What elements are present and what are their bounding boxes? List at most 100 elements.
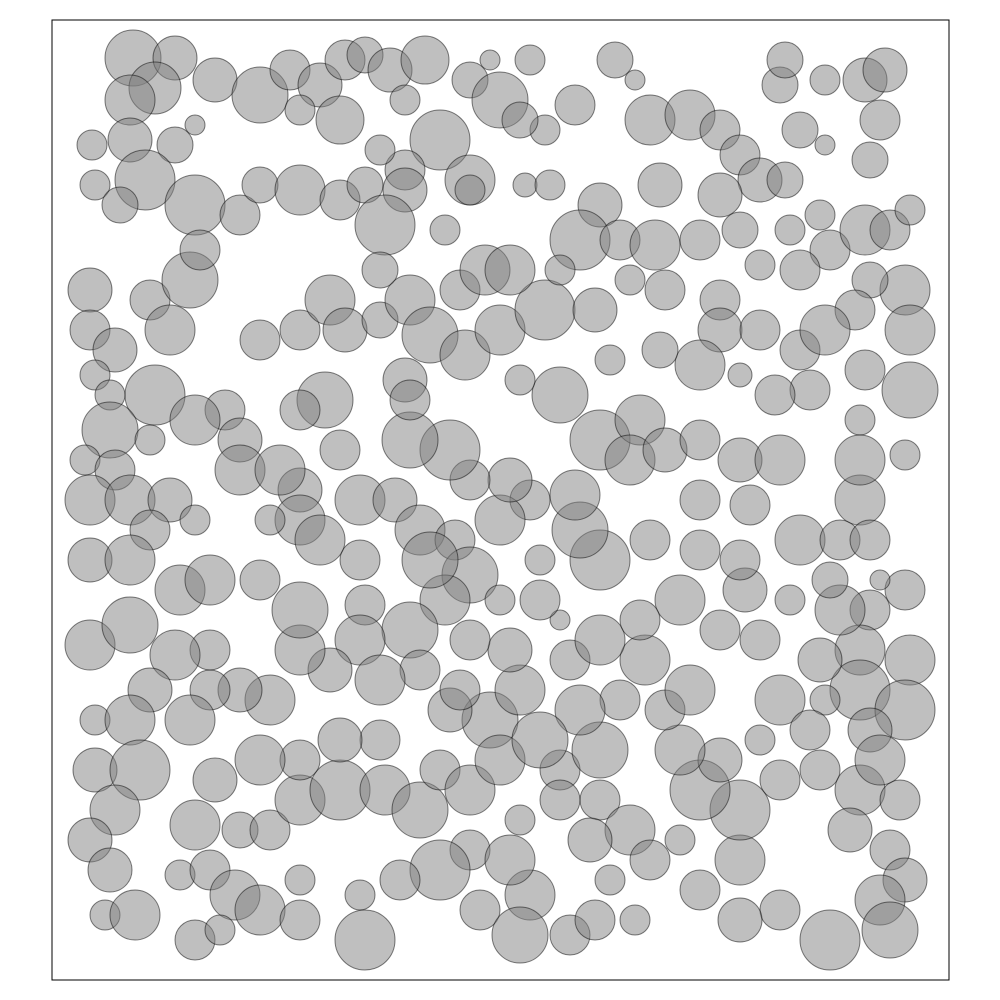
point xyxy=(361,251,399,289)
point xyxy=(184,114,206,136)
point xyxy=(234,734,286,786)
point xyxy=(531,366,589,424)
point xyxy=(859,99,901,141)
point xyxy=(101,596,159,654)
point xyxy=(494,664,546,716)
point xyxy=(439,329,491,381)
point xyxy=(797,637,843,683)
point xyxy=(479,49,501,71)
point xyxy=(799,909,861,971)
points xyxy=(64,29,939,971)
point xyxy=(254,504,286,536)
point xyxy=(781,111,819,149)
point xyxy=(539,779,581,821)
point xyxy=(534,169,566,201)
point xyxy=(814,134,836,156)
point xyxy=(834,434,886,486)
point xyxy=(554,684,606,736)
point xyxy=(192,757,238,803)
point xyxy=(827,807,873,853)
point xyxy=(284,864,316,896)
point xyxy=(474,494,526,546)
point xyxy=(629,219,681,271)
point xyxy=(149,629,201,681)
point xyxy=(844,349,886,391)
point xyxy=(599,679,641,721)
point xyxy=(619,599,661,641)
point xyxy=(429,214,461,246)
point xyxy=(637,162,683,208)
point xyxy=(399,649,441,691)
point xyxy=(484,584,516,616)
point xyxy=(779,249,821,291)
point xyxy=(454,174,486,206)
point xyxy=(389,379,431,421)
point xyxy=(697,172,743,218)
point xyxy=(644,269,686,311)
point xyxy=(219,194,261,236)
point xyxy=(401,531,459,589)
point xyxy=(192,57,238,103)
point xyxy=(774,214,806,246)
point xyxy=(504,804,536,836)
point xyxy=(759,759,801,801)
point xyxy=(339,539,381,581)
point xyxy=(254,444,306,496)
point xyxy=(487,627,533,673)
point xyxy=(511,711,569,769)
point xyxy=(766,161,804,199)
point xyxy=(549,469,601,521)
point xyxy=(76,129,108,161)
point xyxy=(739,619,781,661)
point xyxy=(809,684,841,716)
point xyxy=(315,95,365,145)
point xyxy=(364,134,396,166)
point xyxy=(147,477,193,523)
point xyxy=(869,569,891,591)
point xyxy=(79,169,111,201)
point xyxy=(629,519,671,561)
point xyxy=(179,229,221,271)
point xyxy=(519,579,561,621)
point xyxy=(241,166,279,204)
point xyxy=(744,724,776,756)
point xyxy=(754,374,796,416)
point xyxy=(491,906,549,964)
point xyxy=(679,419,721,461)
point xyxy=(144,304,196,356)
point xyxy=(439,669,481,711)
plot-frame xyxy=(51,19,950,981)
point xyxy=(884,634,936,686)
point xyxy=(679,219,721,261)
point xyxy=(572,287,618,333)
point xyxy=(284,94,316,126)
point xyxy=(184,554,236,606)
point xyxy=(344,879,376,911)
point xyxy=(654,724,706,776)
point xyxy=(274,164,326,216)
point xyxy=(614,264,646,296)
point xyxy=(501,101,539,139)
point xyxy=(524,544,556,576)
point xyxy=(319,429,361,471)
point xyxy=(169,394,221,446)
point xyxy=(679,479,721,521)
point xyxy=(67,267,113,313)
point xyxy=(514,44,546,76)
point xyxy=(279,899,321,941)
point xyxy=(721,211,759,249)
point xyxy=(554,84,596,126)
point xyxy=(804,199,836,231)
point xyxy=(739,309,781,351)
point xyxy=(101,186,139,224)
point xyxy=(679,869,721,911)
point xyxy=(861,901,919,959)
point xyxy=(754,434,806,486)
point xyxy=(334,909,396,971)
point xyxy=(239,319,281,361)
point xyxy=(381,601,439,659)
point xyxy=(391,781,449,839)
point xyxy=(156,126,194,164)
point xyxy=(594,864,626,896)
point xyxy=(754,674,806,726)
